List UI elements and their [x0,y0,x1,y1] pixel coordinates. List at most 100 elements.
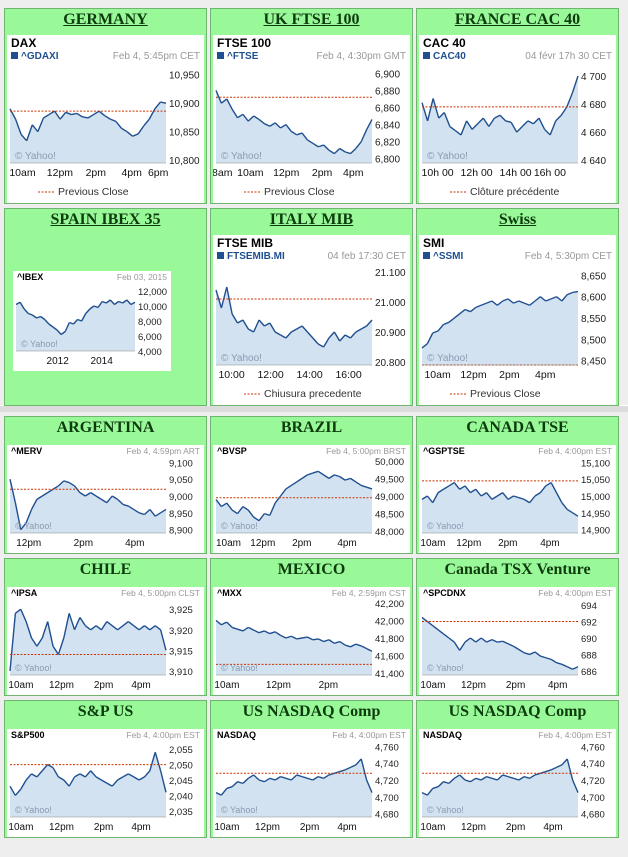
price-segment [459,774,466,781]
price-segment [529,300,536,306]
panel-title[interactable]: Canada TSX Venture [444,561,591,578]
x-tick-label: 2pm [506,680,525,691]
price-segment [482,117,490,127]
price-segment [117,776,124,781]
chart[interactable]: ^GSPTSE Feb 4, 4:00pm EST 15,100 15,050 15,0… [419,445,616,553]
panel-title[interactable]: MEXICO [277,561,346,578]
price-segment [36,495,43,500]
price-segment [550,766,557,771]
chart-label: FTSE 100 [217,36,271,50]
chart[interactable]: FTSE 100 ^FTSE Feb 4, 4:30pm GMT 6,900 6,880… [213,35,410,203]
watermark: © Yahoo! [427,663,464,673]
chart-label: ^MERV [11,446,42,456]
price-segment [349,147,357,155]
x-tick-label: 2pm [319,680,338,691]
y-tick-label: 8,950 [169,509,193,520]
chart[interactable]: ^BVSP Feb 4, 5:00pm BRST 50,000 49,500 49,00… [213,445,410,553]
x-tick-label: 12pm [460,369,487,381]
panel-title[interactable]: ITALY MIB [269,211,354,228]
chart-svg: ^SPCDNX Feb 4, 4:00pm EST 694 692 690 688 686 1… [420,588,612,691]
price-segment [296,132,303,136]
y-tick-label: 4,740 [375,759,399,770]
y-tick-label: 4,740 [581,759,605,770]
panel-title[interactable]: CHILE [79,561,132,578]
chart[interactable]: ^SPCDNX Feb 4, 4:00pm EST 694 692 690 688 686 1… [419,587,616,695]
chart-timestamp: Feb 4, 5:00pm CLST [121,588,200,598]
price-segment [56,329,62,335]
price-segment [154,101,161,110]
panel-title[interactable]: BRAZIL [280,419,343,436]
chart[interactable]: S&P500 Feb 4, 4:00pm EST 2,055 2,050 2,045 2,… [7,729,204,837]
x-tick-label: 12pm [250,538,275,549]
price-segment [127,505,135,511]
price-segment [48,323,54,328]
chart-symbol[interactable]: ^GDAXI [21,51,59,62]
chart[interactable]: ^MXX Feb 4, 2:59pm CST 42,200 42,000 41,800 4… [213,587,410,695]
price-segment [486,492,493,500]
price-segment [95,625,102,631]
price-area [216,471,372,533]
chart-symbol[interactable]: ^FTSE [227,51,259,62]
chart-timestamp: Feb 4, 5:00pm BRST [326,446,406,456]
panel-title[interactable]: ARGENTINA [56,419,155,436]
chart-symbol[interactable]: CAC40 [433,51,466,62]
panel-title[interactable]: FRANCE CAC 40 [454,11,581,28]
y-tick-label: 2,050 [169,761,193,772]
panel-title[interactable]: US NASDAQ Comp [242,703,381,720]
chart-symbol[interactable]: FTSEMIB.MI [227,251,285,262]
price-segment [497,640,503,643]
price-segment [475,488,482,497]
price-segment [534,651,541,657]
price-segment [480,302,487,306]
price-segment [355,481,362,487]
panel-title[interactable]: Swiss [498,211,537,228]
panel-title[interactable]: US NASDAQ Comp [448,703,587,720]
price-segment [469,637,477,643]
panel-title[interactable]: GERMANY [63,11,148,28]
price-segment [226,286,233,315]
price-segment [470,777,477,783]
chart[interactable]: ^IPSA Feb 4, 5:00pm CLST 3,925 3,920 3,915 3,… [7,587,204,695]
chart[interactable]: DAX ^GDAXI Feb 4, 5:45pm CET 10,950 10,900 10… [7,35,204,203]
price-segment [437,488,444,494]
price-segment [253,774,260,781]
price-segment [545,481,552,487]
panel-title[interactable]: UK FTSE 100 [263,11,360,28]
price-segment [68,776,76,787]
x-tick-label: 2pm [74,538,93,549]
price-segment [507,775,514,779]
chart[interactable]: CAC 40 CAC40 04 févr 17h 30 CET 4 700 4 680 4… [419,35,616,203]
y-tick-label: 21.100 [375,268,406,279]
price-segment [556,661,563,665]
price-segment [85,308,91,314]
x-tick-label: 16:00 [335,369,361,381]
y-tick-label: 8,600 [581,293,606,304]
price-segment [523,775,530,779]
chart-symbol[interactable]: ^SSMI [433,251,464,262]
y-tick-label: 14,900 [581,526,610,537]
watermark: © Yahoo! [221,353,262,364]
panel-title[interactable]: S&P US [77,703,134,720]
chart[interactable]: ^MERV Feb 4, 4:59pm ART 9,100 9,050 9,000 8,9… [7,445,204,553]
price-segment [126,299,132,305]
price-segment [361,484,367,488]
price-segment [290,130,298,136]
price-segment [486,775,493,779]
price-segment [350,477,357,483]
panel-title[interactable]: SPAIN IBEX 35 [50,211,161,228]
x-tick-label: 2pm [292,538,311,549]
chart[interactable]: NASDAQ Feb 4, 4:00pm EST 4,760 4,740 4,720 4,… [419,729,616,837]
y-tick-label: 4,760 [581,742,605,753]
chart[interactable]: SMI ^SSMI Feb 4, 5:30pm CET 8,650 8,600 8,550… [419,235,616,405]
panel-title[interactable]: CANADA TSE [466,419,569,436]
x-tick-label: 12:00 [257,369,283,381]
chart[interactable]: ^IBEX Feb 03, 2015 12,000 10,000 8,000 6,000 4… [13,271,171,371]
price-segment [149,509,156,517]
x-tick-label: 8am [213,167,233,179]
price-segment [220,286,228,309]
price-segment [280,775,287,779]
chart[interactable]: NASDAQ Feb 4, 4:00pm EST 4,760 4,740 4,720 4,… [213,729,410,837]
x-tick-label: 12pm [49,822,74,833]
chart[interactable]: FTSE MIB FTSEMIB.MI 04 feb 17:30 CET 21.100… [213,235,410,405]
price-segment [571,75,579,94]
